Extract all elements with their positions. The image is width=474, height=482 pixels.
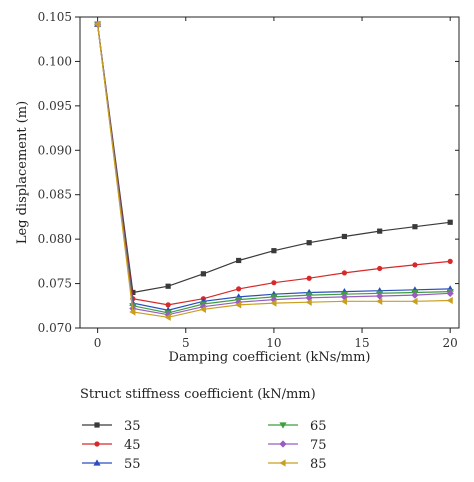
marker-square [341,233,348,240]
marker-circle [271,280,277,286]
marker-circle [306,275,312,281]
marker-diamond [235,298,243,306]
series-55 [94,20,454,313]
series-line-75 [97,24,451,316]
series-line-85 [97,24,451,318]
series-85 [94,20,453,321]
marker-triangle-left [94,20,101,28]
marker-square [447,219,453,225]
marker-triangle-left [340,297,348,305]
legend-title: Struct stiffness coefficient (kN/mm) [80,387,316,402]
series-35 [95,21,453,296]
legend-label: 55 [124,457,141,472]
marker-circle [377,265,383,272]
marker-square [412,224,418,230]
x-tick-label: 5 [182,336,190,350]
x-tick-label: 10 [266,336,281,350]
marker-square [377,228,383,234]
marker-square [200,271,206,277]
y-tick-label: 0.100 [38,54,72,68]
y-tick-label: 0.080 [38,232,72,246]
marker-triangle-left [446,296,453,305]
legend-label: 85 [310,457,327,472]
marker-diamond [279,440,287,448]
y-axis-label: Leg displacement (m) [15,101,30,244]
marker-square [306,240,312,246]
x-axis-label: Damping coefficient (kNs/mm) [169,350,371,365]
series-65 [94,21,454,317]
marker-triangle-left [129,308,136,316]
y-tick-label: 0.105 [38,10,72,24]
marker-triangle-left [305,298,312,306]
marker-circle [94,441,100,447]
marker-circle [341,270,348,276]
legend-item-85: 85 [268,457,327,472]
legend-label: 65 [310,419,327,434]
marker-triangle-left [164,313,171,321]
plot-frame [79,16,460,329]
y-tick-label: 0.085 [38,188,72,202]
axes-group: 0 5 10 15 20 0.070 0.075 0.080 0.085 0.090 0.095 0.… [38,10,460,350]
y-tick-label: 0.070 [38,321,72,335]
marker-circle [412,262,418,268]
x-tick-label: 0 [94,336,102,350]
marker-triangle-left [411,297,418,305]
marker-square [130,289,136,296]
series-line-45 [97,24,451,306]
marker-circle [236,286,242,292]
legend-label: 45 [124,438,141,453]
series-45 [95,21,453,308]
marker-circle [447,258,453,264]
marker-triangle-left [279,459,286,467]
marker-triangle-left [199,305,206,313]
marker-triangle-left [376,297,383,305]
y-tick-label: 0.090 [38,143,72,157]
series-75 [94,20,454,319]
marker-triangle-left [235,301,242,309]
marker-square [236,257,242,264]
marker-diamond [376,292,384,300]
legend-label: 75 [310,438,327,453]
marker-diamond [199,303,207,311]
marker-triangle-left [270,299,277,307]
legend-item-65: 65 [268,419,327,434]
legend-item-35: 35 [82,419,141,434]
legend-item-45: 45 [82,438,141,453]
marker-triangle-down [279,422,287,429]
marker-square [94,422,100,428]
marker-diamond [446,289,454,297]
y-tick-label: 0.075 [38,277,72,291]
marker-diamond [164,311,172,319]
marker-diamond [340,293,349,301]
series-line-65 [97,24,451,314]
x-tick-label: 15 [354,336,369,350]
marker-triangle-up [93,459,101,466]
marker-diamond [411,291,419,299]
marker-square [271,248,277,254]
x-tick-label: 20 [443,336,458,350]
legend: 35 45 55 65 75 85 [82,419,327,472]
marker-square [165,283,171,289]
y-tick-label: 0.095 [38,99,72,113]
legend-label: 35 [124,419,141,434]
series-group [94,20,454,321]
marker-circle [165,302,171,308]
legend-item-55: 55 [82,457,141,472]
legend-item-75: 75 [268,438,327,453]
